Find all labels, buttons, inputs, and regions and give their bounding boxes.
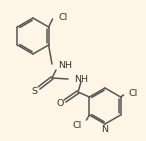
Text: NH: NH — [58, 61, 72, 70]
Text: NH: NH — [74, 75, 88, 84]
Text: O: O — [56, 100, 64, 109]
Text: Cl: Cl — [129, 89, 138, 97]
Text: N: N — [101, 125, 108, 134]
Text: Cl: Cl — [59, 14, 68, 23]
Text: S: S — [31, 86, 37, 95]
Text: Cl: Cl — [72, 121, 81, 129]
